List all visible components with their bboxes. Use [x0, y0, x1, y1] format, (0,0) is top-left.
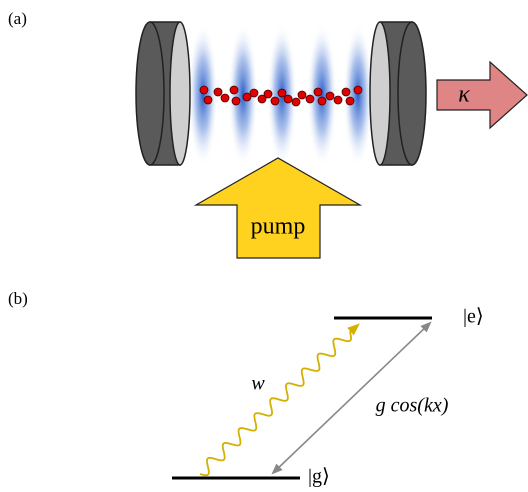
pump-arrow: [193, 157, 363, 259]
atom: [345, 96, 355, 106]
atom: [297, 90, 307, 100]
atom: [270, 96, 280, 106]
wave-lobe: [228, 23, 258, 167]
atom: [325, 91, 335, 101]
panel-label: (a): [8, 9, 27, 28]
atom: [317, 96, 327, 106]
atoms: [199, 85, 363, 107]
atom: [257, 94, 267, 104]
atom: [341, 87, 351, 97]
coupling-arrow: [271, 321, 432, 475]
atom: [249, 88, 259, 98]
left-mirror: [135, 21, 191, 166]
atom: [283, 94, 293, 104]
atom: [333, 95, 343, 105]
atom: [229, 85, 239, 95]
pump-label: pump: [251, 214, 306, 240]
atom: [353, 85, 363, 95]
excited-label: |e⟩: [463, 306, 484, 328]
panel-label: (b): [8, 289, 28, 308]
wave-lobe: [188, 23, 218, 167]
atom: [305, 94, 315, 104]
drive-label: w: [251, 373, 265, 395]
wave-lobe: [343, 23, 373, 167]
atom: [203, 95, 213, 105]
atom: [242, 92, 252, 102]
decay-label: κ: [458, 82, 470, 108]
standing-wave: [188, 23, 373, 167]
coupling-label: g cos(kx): [376, 395, 449, 417]
atom: [291, 97, 301, 107]
atom: [313, 87, 323, 97]
atom: [263, 89, 273, 99]
atom: [199, 85, 209, 95]
wave-lobe: [307, 23, 337, 167]
right-mirror: [369, 21, 427, 166]
atom: [213, 87, 223, 97]
atom: [231, 96, 241, 106]
atom: [220, 93, 230, 103]
ground-label: |g⟩: [308, 466, 330, 488]
atom: [277, 88, 287, 98]
decay-arrow: [436, 60, 528, 130]
drive-wave: [199, 323, 360, 477]
